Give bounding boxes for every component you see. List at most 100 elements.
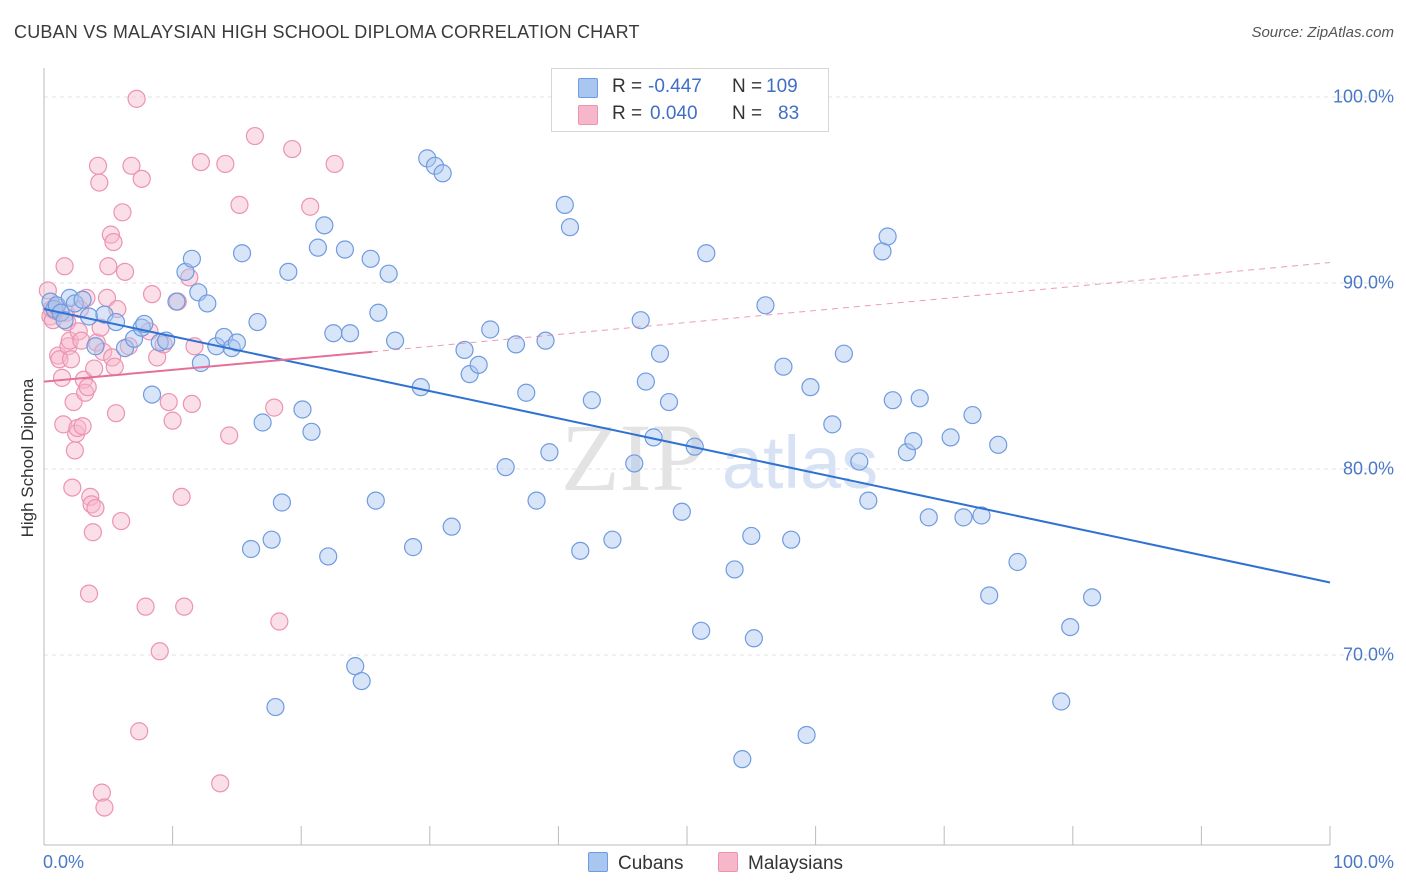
- cubans-point: [272, 493, 292, 512]
- malaysians-point: [83, 523, 102, 542]
- legend: R = -0.447 N = 109 R = 0.040 N = 83: [551, 68, 829, 132]
- legend-r-value: 0.040: [650, 103, 698, 124]
- x-tick-min: 0.0%: [43, 852, 85, 872]
- cubans-point: [1052, 692, 1071, 711]
- malaysians-point: [132, 169, 151, 188]
- cubans-point: [850, 452, 869, 471]
- malaysians-point: [73, 417, 92, 436]
- legend-n-label: N =: [732, 103, 763, 124]
- malaysians-point: [216, 154, 235, 174]
- cubans-point: [496, 458, 515, 477]
- cubans-point: [725, 560, 744, 579]
- cubans-point: [910, 389, 929, 408]
- cubans-point: [742, 526, 761, 546]
- cubans-point: [86, 337, 105, 356]
- malaysians-point: [122, 156, 141, 175]
- cubans-point: [241, 539, 261, 559]
- cubans-point: [919, 508, 938, 527]
- legend-n-label: N =: [732, 76, 763, 97]
- cubans-point: [1008, 552, 1027, 572]
- malaysians-point: [191, 153, 210, 172]
- malaysians-point: [245, 126, 265, 146]
- cubans-trend-line: [43, 308, 1331, 584]
- cubans-point: [904, 432, 923, 451]
- cubans-point: [191, 353, 210, 373]
- malaysians-point: [105, 357, 124, 376]
- malaysians-point: [230, 195, 249, 214]
- watermark-zip: ZIP: [561, 404, 705, 511]
- cubans-point: [293, 400, 312, 419]
- cubans-point: [167, 292, 186, 311]
- x-tick-max: 100.0%: [1332, 852, 1394, 872]
- malaysians-point: [92, 783, 111, 802]
- cubans-swatch: [578, 78, 598, 98]
- cubans-point: [198, 294, 217, 313]
- legend-r-value: -0.447: [648, 76, 702, 97]
- malaysians-point: [104, 232, 123, 252]
- cubans-point: [506, 335, 526, 354]
- cubans-point: [744, 629, 763, 648]
- cubans-point: [527, 491, 546, 510]
- malaysians-trend-line: [43, 350, 373, 383]
- cubans-point: [582, 391, 601, 410]
- malaysians-point: [136, 597, 155, 616]
- legend-n-value: 109: [766, 76, 798, 97]
- cubans-point: [650, 344, 670, 363]
- cubans-point: [603, 530, 622, 549]
- cubans-point: [517, 383, 536, 402]
- malaysians-point: [101, 225, 120, 244]
- malaysians-swatch: [718, 852, 738, 872]
- cubans-point: [672, 502, 691, 521]
- malaysians-point: [65, 441, 84, 460]
- malaysians-point: [182, 394, 201, 413]
- legend-n-value: 83: [778, 103, 800, 124]
- malaysians-point: [86, 498, 105, 518]
- malaysians-point: [81, 487, 100, 506]
- cubans-point: [1061, 617, 1080, 637]
- malaysians-point: [112, 511, 131, 531]
- y-tick-label: 70.0%: [1342, 644, 1394, 665]
- malaysians-point: [163, 411, 182, 430]
- cubans-point: [774, 357, 793, 376]
- cubans-point: [266, 697, 285, 717]
- cubans-point: [308, 238, 328, 257]
- y-tick-label: 90.0%: [1342, 272, 1394, 293]
- malaysians-point: [127, 89, 146, 108]
- cubans-point: [782, 530, 801, 549]
- malaysians-point: [88, 156, 108, 175]
- cubans-point: [403, 538, 423, 557]
- cubans-point: [279, 262, 298, 281]
- malaysians-point: [159, 392, 178, 412]
- cubans-point: [142, 385, 162, 404]
- axes: [43, 68, 1331, 846]
- cubans-point: [963, 405, 982, 425]
- cubans-point: [55, 311, 74, 330]
- malaysians-point: [79, 584, 99, 603]
- cubans-point: [442, 517, 461, 536]
- cubans-point: [733, 750, 752, 769]
- cubans-point: [352, 671, 371, 691]
- cubans-point: [692, 621, 711, 640]
- legend-row-cubans: R = -0.447 N = 109: [552, 76, 828, 104]
- cubans-point: [379, 264, 398, 283]
- cubans-point: [366, 491, 385, 510]
- cubans-point: [469, 355, 488, 374]
- cubans-point: [369, 303, 388, 322]
- chart-title: CUBAN VS MALAYSIAN HIGH SCHOOL DIPLOMA C…: [14, 22, 640, 42]
- malaysians-point: [265, 398, 284, 417]
- cubans-point: [823, 415, 842, 434]
- malaysians-point: [270, 612, 289, 631]
- cubans-point: [972, 506, 991, 525]
- malaysians-point: [301, 197, 320, 216]
- cubans-point: [555, 195, 574, 214]
- cubans-point: [425, 156, 445, 175]
- cubans-point: [262, 530, 281, 549]
- cubans-point: [385, 331, 405, 350]
- cubans-point: [335, 240, 355, 259]
- cubans-point: [135, 314, 154, 334]
- cubans-point: [361, 249, 380, 268]
- malaysians-point: [85, 359, 104, 378]
- cubans-point: [315, 216, 334, 235]
- trend-lines: [43, 262, 1331, 584]
